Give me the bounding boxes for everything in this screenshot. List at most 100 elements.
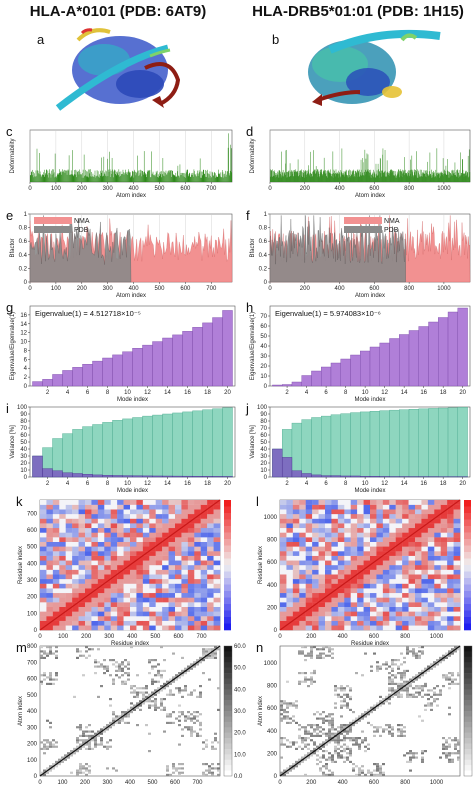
contact-cell [43,678,46,681]
x-tick-label: 800 [404,286,415,292]
heatmap-cell [299,592,306,598]
contact-cell [313,728,316,731]
deformability-bar [178,176,180,182]
cumulative-variance-bar [399,409,410,478]
heatmap-cell [200,620,208,626]
contact-cell [421,750,424,753]
deformability-bar [287,177,288,182]
contact-cell [406,646,409,649]
heatmap-cell [280,527,287,533]
heatmap-cell [292,532,300,538]
contact-cell [397,734,400,737]
deformability-bar [291,175,292,182]
colorbar [224,500,231,631]
heatmap-cell [408,578,416,584]
heatmap-cell [213,625,221,631]
heatmap-cell [440,537,448,542]
contact-cell [439,661,442,664]
heatmap-cell [421,565,429,570]
colorbar-segment [464,700,472,706]
contact-cell [307,654,310,657]
deformability-bar [116,175,118,182]
deformability-bar [216,175,217,182]
contact-cell [421,752,424,755]
heatmap-cell [181,541,189,547]
deformability-bar [113,170,115,182]
deformability-bar [64,169,65,182]
contact-cell [124,721,127,724]
cumulative-variance-bar [311,417,322,478]
deformability-bar [465,176,467,182]
heatmap-cell [104,523,111,529]
heatmap-cell [213,611,221,617]
deformability-bar [437,172,438,182]
deformability-bar [450,172,451,182]
contact-cell [445,752,448,755]
contact-cell [397,687,400,690]
contact-cell [55,760,58,763]
eigenvalue-bar [321,366,332,387]
deformability-bar [194,174,196,182]
heatmap-cell [299,565,306,570]
title-left: HLA-A*0101 (PDB: 6AT9) [30,3,206,20]
heatmap-cell [46,513,54,519]
colorbar-segment [464,694,472,701]
heatmap-cell [382,606,390,612]
deformability-bar [352,176,354,182]
deformability-bar [163,171,165,182]
contact-cell [286,767,289,770]
contact-cell [451,760,454,763]
colorbar-segment [224,689,232,696]
contact-cell [316,745,319,748]
contact-cell [280,756,283,759]
deformability-bar [181,172,183,182]
contact-cell [340,754,343,757]
contact-cell [415,687,418,690]
deformability-bar [365,174,366,182]
deformability-bar [444,169,445,182]
heatmap-cell [382,541,390,547]
protein-ribbon-image-b [308,29,441,106]
heatmap-cell [402,574,409,580]
heatmap-cell [168,500,176,505]
deformability-bar [62,169,63,182]
x-tick-label: 6 [86,481,90,487]
contact-cell [112,682,115,685]
heatmap-cell [421,602,429,607]
deformability-bar [58,173,60,182]
deformability-bar [396,173,398,182]
heatmap-cell [65,546,73,552]
contact-cell [154,700,157,703]
contact-cell [310,656,313,659]
contact-cell [52,763,55,766]
contact-cell [136,691,139,694]
cumulative-variance-bar [428,408,439,478]
deformability-bar [348,170,350,182]
heatmap-cell [194,588,201,594]
contact-cell [193,730,196,733]
cumulative-variance-bar [350,412,361,478]
heatmap-cell [408,616,416,621]
contact-cell [349,750,352,753]
deformability-bar [337,177,339,182]
contact-cell [166,685,169,688]
x-tick-label: 700 [206,186,217,192]
contact-cell [208,654,211,657]
heatmap-cell [72,546,79,552]
heatmap-cell [40,611,47,617]
y-tick-label: 10 [20,340,27,346]
heatmap-cell [421,509,429,515]
heatmap-cell [305,597,313,603]
deformability-bar [434,172,435,182]
heatmap-cell [162,527,169,533]
y-tick-label: 40 [260,344,267,350]
contact-cell [343,730,346,733]
eigenvalue-bar [408,330,419,387]
deformability-bar [104,172,105,182]
heatmap-cell [175,532,182,538]
contact-cell [316,763,319,766]
deformability-bar [380,173,382,182]
contact-cell [376,730,379,733]
heatmap-cell [168,509,176,515]
x-tick-label: 1000 [437,186,451,192]
